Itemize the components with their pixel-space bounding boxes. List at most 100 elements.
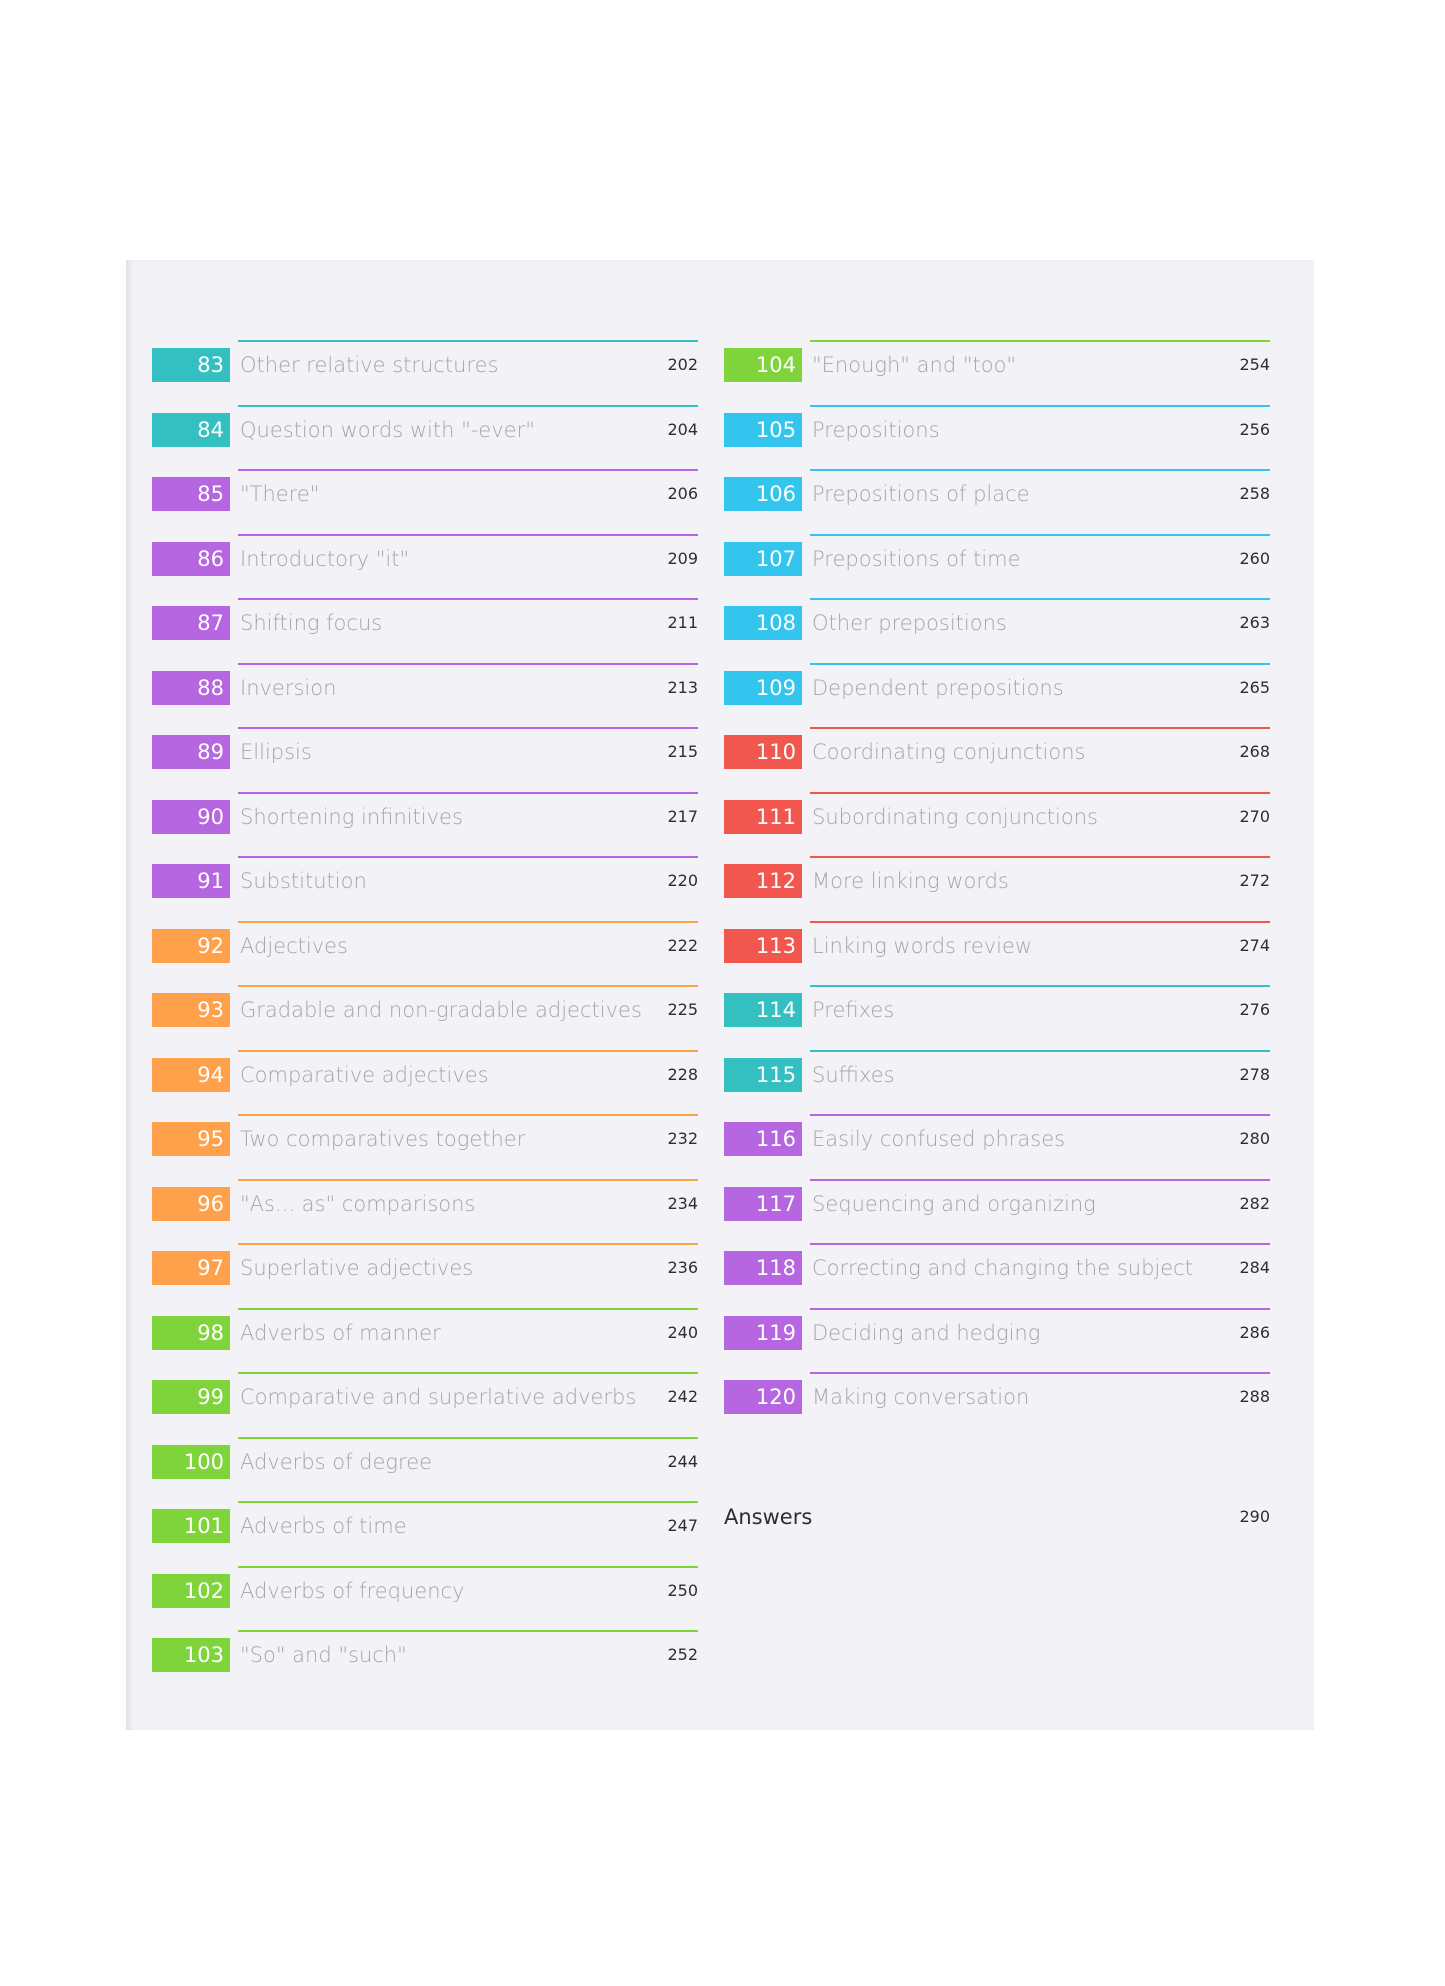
unit-number-badge: 83 bbox=[152, 348, 230, 382]
unit-title: Adjectives bbox=[240, 933, 348, 958]
entry-rule bbox=[810, 533, 1270, 536]
page-number: 232 bbox=[667, 1129, 698, 1148]
toc-entry[interactable]: 106 Prepositions of place 258 bbox=[724, 469, 1270, 534]
toc-entry[interactable]: 115 Suffixes 278 bbox=[724, 1049, 1270, 1115]
unit-number-badge: 90 bbox=[152, 799, 230, 834]
toc-entry[interactable]: 89 Ellipsis 215 bbox=[152, 727, 698, 792]
toc-entry[interactable]: 118 Correcting and changing the subject 28… bbox=[724, 1243, 1270, 1308]
toc-entry[interactable]: 96 "As... as" comparisons 234 bbox=[152, 1178, 698, 1244]
unit-number-badge: 104 bbox=[724, 348, 802, 382]
entry-rule bbox=[810, 1372, 1270, 1374]
unit-title: Linking words review bbox=[812, 933, 1033, 958]
toc-entry[interactable]: 94 Comparative adjectives 228 bbox=[152, 1049, 698, 1115]
unit-title: Comparative and superlative adverbs bbox=[240, 1385, 637, 1409]
toc-entry[interactable]: 93 Gradable and non-gradable adjectives 22… bbox=[152, 985, 698, 1050]
toc-entry[interactable]: 104 "Enough" and "too" 254 bbox=[724, 340, 1270, 405]
entry-rule bbox=[238, 727, 698, 729]
page-number: 244 bbox=[667, 1451, 698, 1471]
toc-entry[interactable]: 117 Sequencing and organizing 282 bbox=[724, 1178, 1270, 1244]
unit-number-badge: 117 bbox=[724, 1186, 802, 1221]
unit-title: "So" and "such" bbox=[240, 1643, 407, 1667]
unit-title: Easily confused phrases bbox=[812, 1127, 1066, 1151]
page-number: 263 bbox=[1239, 613, 1270, 632]
page-number: 222 bbox=[667, 935, 698, 955]
entry-rule bbox=[238, 1114, 698, 1116]
unit-number-badge: 89 bbox=[152, 735, 230, 769]
unit-number-badge: 105 bbox=[724, 412, 802, 447]
toc-entry[interactable]: 120 Making conversation 288 bbox=[724, 1372, 1270, 1437]
page-number: 282 bbox=[1239, 1193, 1270, 1213]
unit-title: Shortening infinitives bbox=[240, 804, 463, 829]
unit-number-badge: 108 bbox=[724, 606, 802, 640]
toc-entry[interactable]: 88 Inversion 213 bbox=[152, 662, 698, 728]
entry-rule bbox=[238, 1372, 698, 1374]
unit-title: Two comparatives together bbox=[240, 1127, 526, 1151]
unit-title: "Enough" and "too" bbox=[812, 353, 1017, 377]
toc-entry[interactable]: 111 Subordinating conjunctions 270 bbox=[724, 791, 1270, 857]
entry-rule bbox=[238, 1178, 698, 1181]
toc-entry[interactable]: 108 Other prepositions 263 bbox=[724, 598, 1270, 663]
entry-rule bbox=[810, 340, 1270, 342]
page-number: 280 bbox=[1239, 1129, 1270, 1148]
toc-entry[interactable]: 83 Other relative structures 202 bbox=[152, 340, 698, 405]
entry-rule bbox=[810, 727, 1270, 729]
unit-title: Making conversation bbox=[812, 1385, 1030, 1409]
answers-entry[interactable]: Answers 290 bbox=[724, 1500, 1270, 1534]
unit-title: Sequencing and organizing bbox=[812, 1191, 1096, 1216]
toc-entry[interactable]: 103 "So" and "such" 252 bbox=[152, 1630, 698, 1695]
page-number: 260 bbox=[1239, 548, 1270, 568]
unit-title: Correcting and changing the subject bbox=[812, 1256, 1193, 1280]
entry-rule bbox=[238, 662, 698, 665]
unit-title: Shifting focus bbox=[240, 611, 383, 635]
toc-entry[interactable]: 92 Adjectives 222 bbox=[152, 920, 698, 986]
unit-title: Inversion bbox=[240, 675, 337, 700]
toc-entry[interactable]: 109 Dependent prepositions 265 bbox=[724, 662, 1270, 728]
toc-entry[interactable]: 116 Easily confused phrases 280 bbox=[724, 1114, 1270, 1179]
toc-entry[interactable]: 91 Substitution 220 bbox=[152, 856, 698, 921]
toc-right-column: 104 "Enough" and "too" 254 105 Prepositions 2… bbox=[724, 340, 1270, 1437]
unit-title: Prepositions bbox=[812, 417, 940, 442]
entry-rule bbox=[238, 920, 698, 923]
unit-number-badge: 106 bbox=[724, 477, 802, 511]
page-number: 209 bbox=[667, 548, 698, 568]
toc-entry[interactable]: 98 Adverbs of manner 240 bbox=[152, 1307, 698, 1373]
page-number: 213 bbox=[667, 677, 698, 697]
page-number: 268 bbox=[1239, 742, 1270, 761]
unit-title: More linking words bbox=[812, 869, 1009, 893]
unit-title: Dependent prepositions bbox=[812, 675, 1064, 700]
unit-number-badge: 119 bbox=[724, 1315, 802, 1350]
unit-title: Adverbs of degree bbox=[240, 1449, 433, 1474]
answers-page-number: 290 bbox=[1239, 1507, 1270, 1526]
unit-number-badge: 111 bbox=[724, 799, 802, 834]
page-number: 272 bbox=[1239, 871, 1270, 890]
unit-title: Substitution bbox=[240, 869, 367, 893]
unit-number-badge: 88 bbox=[152, 670, 230, 705]
toc-entry[interactable]: 114 Prefixes 276 bbox=[724, 985, 1270, 1050]
toc-entry[interactable]: 90 Shortening infinitives 217 bbox=[152, 791, 698, 857]
page-number: 225 bbox=[667, 1000, 698, 1019]
unit-number-badge: 87 bbox=[152, 606, 230, 640]
entry-rule bbox=[810, 662, 1270, 665]
toc-entry[interactable]: 107 Prepositions of time 260 bbox=[724, 533, 1270, 599]
unit-number-badge: 102 bbox=[152, 1573, 230, 1608]
page-number: 215 bbox=[667, 742, 698, 761]
page-number: 278 bbox=[1239, 1064, 1270, 1084]
toc-entry[interactable]: 86 Introductory "it" 209 bbox=[152, 533, 698, 599]
toc-entry[interactable]: 113 Linking words review 274 bbox=[724, 920, 1270, 986]
toc-entry[interactable]: 97 Superlative adjectives 236 bbox=[152, 1243, 698, 1308]
toc-entry[interactable]: 101 Adverbs of time 247 bbox=[152, 1501, 698, 1566]
toc-entry[interactable]: 102 Adverbs of frequency 250 bbox=[152, 1565, 698, 1631]
toc-entry[interactable]: 119 Deciding and hedging 286 bbox=[724, 1307, 1270, 1373]
toc-entry[interactable]: 87 Shifting focus 211 bbox=[152, 598, 698, 663]
unit-title: Ellipsis bbox=[240, 740, 312, 764]
toc-entry[interactable]: 85 "There" 206 bbox=[152, 469, 698, 534]
toc-entry[interactable]: 95 Two comparatives together 232 bbox=[152, 1114, 698, 1179]
toc-entry[interactable]: 100 Adverbs of degree 244 bbox=[152, 1436, 698, 1502]
toc-entry[interactable]: 112 More linking words 272 bbox=[724, 856, 1270, 921]
toc-entry[interactable]: 84 Question words with "-ever" 204 bbox=[152, 404, 698, 470]
toc-entry[interactable]: 110 Coordinating conjunctions 268 bbox=[724, 727, 1270, 792]
page-number: 258 bbox=[1239, 484, 1270, 503]
toc-entry[interactable]: 105 Prepositions 256 bbox=[724, 404, 1270, 470]
toc-entry[interactable]: 99 Comparative and superlative adverbs 242 bbox=[152, 1372, 698, 1437]
page-number: 256 bbox=[1239, 419, 1270, 439]
